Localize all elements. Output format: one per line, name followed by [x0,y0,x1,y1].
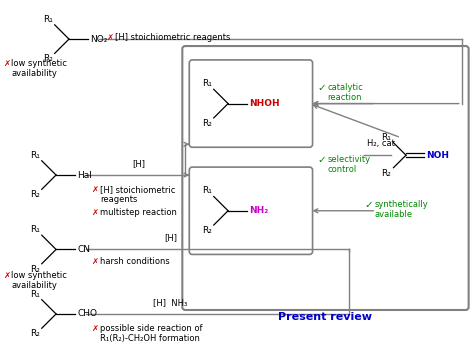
Text: R₁(R₂)-CH₂OH formation: R₁(R₂)-CH₂OH formation [100,334,200,343]
Text: [H]: [H] [132,159,145,168]
Text: ✗: ✗ [91,257,98,266]
Text: harsh conditions: harsh conditions [100,257,170,266]
Text: ✓: ✓ [318,155,326,165]
Text: ✗: ✗ [91,185,98,194]
Text: CN: CN [77,245,90,254]
Text: R₂: R₂ [30,190,40,199]
Text: R₂: R₂ [30,265,40,274]
Text: R₁: R₁ [30,290,40,299]
Text: synthetically: synthetically [374,200,428,209]
Text: low synthetic: low synthetic [11,59,67,68]
Text: available: available [374,210,412,219]
Text: NHOH: NHOH [249,99,280,108]
Text: control: control [328,165,357,174]
FancyBboxPatch shape [189,167,312,255]
Text: availability: availability [11,281,57,290]
Text: [H] stoichiometric: [H] stoichiometric [100,185,175,194]
Text: ✓: ✓ [364,200,373,210]
Text: R₁: R₁ [202,79,212,88]
Text: R₁: R₁ [382,133,392,142]
Text: availability: availability [11,69,57,78]
Text: R₂: R₂ [30,329,40,338]
FancyBboxPatch shape [189,60,312,147]
Text: R₂: R₂ [202,226,212,235]
Text: ✗: ✗ [91,208,98,217]
Text: possible side reaction of: possible side reaction of [100,324,202,333]
Text: catalytic: catalytic [328,83,363,92]
Text: NO₂: NO₂ [90,35,108,44]
Text: CHO: CHO [77,310,97,319]
Text: [H]  NH₃: [H] NH₃ [153,298,188,307]
Text: NOH: NOH [426,151,449,160]
FancyBboxPatch shape [182,46,469,310]
Text: selectivity: selectivity [328,155,371,164]
Text: reagents: reagents [100,195,137,204]
Text: ✗: ✗ [3,271,10,280]
Text: NH₂: NH₂ [249,206,268,215]
Text: ✓: ✓ [318,83,326,93]
Text: ✗: ✗ [91,324,98,333]
Text: H₂, cat: H₂, cat [367,139,395,148]
Text: R₂: R₂ [382,169,392,178]
Text: reaction: reaction [328,93,362,102]
Text: R₁: R₁ [30,225,40,234]
Text: R₁: R₁ [202,186,212,195]
Text: [H] stoichiometric reagents: [H] stoichiometric reagents [115,33,230,42]
Text: [H]: [H] [164,234,177,243]
Text: R₂: R₂ [202,119,212,128]
Text: R₁: R₁ [30,151,40,160]
Text: R₂: R₂ [43,54,53,63]
Text: multistep reaction: multistep reaction [100,208,177,217]
Text: ✗: ✗ [3,59,10,68]
Text: ✗: ✗ [106,33,113,42]
Text: R₁: R₁ [43,15,53,24]
Text: Present review: Present review [279,312,373,322]
Text: Hal: Hal [77,171,92,180]
Text: low synthetic: low synthetic [11,271,67,280]
